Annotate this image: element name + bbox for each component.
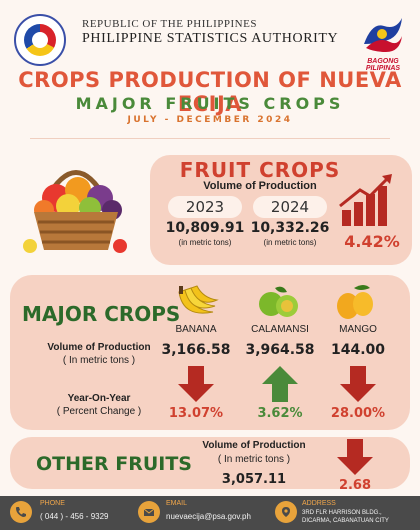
major-crops-title: MAJOR CROPS: [22, 302, 181, 326]
other-fruits-label: Volume of Production: [202, 440, 306, 451]
republic-label: REPUBLIC OF THE PHILIPPINES: [82, 18, 257, 30]
email-heading: EMAIL: [166, 500, 188, 507]
email-icon: [138, 501, 160, 523]
arrow-down-icon: [178, 366, 214, 402]
unit-2023: (in metric tons): [178, 238, 232, 247]
address-heading: ADDRESS: [302, 500, 336, 507]
footer: [0, 496, 420, 530]
psa-logo: [14, 14, 66, 66]
year-2023: 2023: [168, 196, 242, 218]
arrow-down-icon: [337, 439, 373, 475]
divider: [30, 138, 390, 139]
fruit-crops-label: Volume of Production: [203, 180, 317, 192]
value-calamansi: 3,964.58: [245, 342, 315, 358]
phone-value: ( 044 ) - 456 - 9329: [40, 512, 109, 521]
bar-chart-icon: [339, 174, 392, 226]
year-2024: 2024: [253, 196, 327, 218]
arrow-up-icon: [262, 366, 298, 402]
fruit-basket-image: [23, 170, 127, 253]
bagong-pilipinas-logo: [364, 18, 402, 52]
volume-production-unit: ( In metric tons ): [62, 355, 136, 366]
yoy-unit: ( Percent Change ): [56, 406, 142, 417]
pct-calamansi: 3.62%: [257, 406, 303, 421]
bagong-pilipinas-label: BAGONG PILIPINAS: [365, 58, 401, 72]
pct-banana: 13.07%: [168, 406, 224, 421]
page-title: CROPS PRODUCTION OF NUEVA ECIJA: [18, 68, 402, 116]
value-mango: 144.00: [330, 342, 386, 358]
yoy-label: Year-On-Year: [67, 393, 131, 404]
arrow-down-icon: [340, 366, 376, 402]
address-line-1: 3RD FLR HARRISON BLDG.,: [302, 510, 382, 516]
pct-mango: 28.00%: [330, 406, 386, 421]
crop-name-calamansi: CALAMANSI: [251, 324, 309, 335]
period-label: JULY - DECEMBER 2024: [127, 115, 293, 125]
calamansi-image: [259, 286, 298, 317]
address-line-2: DICARMA, CABANATUAN CITY: [302, 518, 389, 524]
other-fruits-title: OTHER FRUITS: [36, 453, 192, 475]
fruit-crops-title: FRUIT CROPS: [179, 158, 341, 182]
crop-name-mango: MANGO: [339, 324, 377, 335]
value-2024: 10,332.26: [250, 220, 330, 236]
banana-image: [178, 285, 219, 314]
page-subtitle: MAJOR FRUITS CROPS: [75, 94, 345, 113]
crop-name-banana: BANANA: [175, 324, 217, 335]
email-value[interactable]: nuevaecija@psa.gov.ph: [166, 512, 251, 521]
volume-production-label: Volume of Production: [47, 342, 151, 353]
location-icon: [275, 501, 297, 523]
other-fruits-unit: ( In metric tons ): [217, 454, 291, 465]
agency-name: PHILIPPINE STATISTICS AUTHORITY: [82, 31, 339, 46]
value-banana: 3,166.58: [161, 342, 231, 358]
phone-heading: PHONE: [40, 500, 65, 507]
other-fruits-value: 3,057.11: [221, 472, 287, 487]
fruit-crops-change: 4.42%: [344, 232, 400, 251]
value-2023: 10,809.91: [165, 220, 245, 236]
mango-image: [337, 285, 373, 319]
phone-icon: [10, 501, 32, 523]
unit-2024: (in metric tons): [263, 238, 317, 247]
other-fruits-pct: 2.68: [338, 478, 372, 493]
